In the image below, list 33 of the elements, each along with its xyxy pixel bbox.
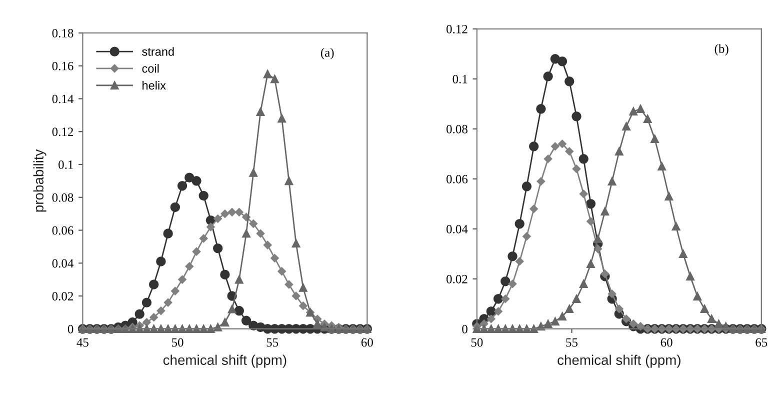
x-tick-label: 65 — [756, 338, 768, 347]
y-tick-label: 0.12 — [446, 24, 468, 34]
y-tick-label: 0.02 — [52, 292, 73, 300]
y-axis-title: probability — [33, 149, 46, 212]
y-tick-label: 0.16 — [52, 62, 74, 70]
y-tick-label: 0.08 — [52, 193, 74, 202]
y-tick-label: 0.12 — [52, 128, 73, 136]
y-tick-label: 0.06 — [446, 174, 468, 184]
x-tick-label: 55 — [266, 338, 278, 347]
x-tick-label: 60 — [361, 338, 373, 347]
y-tick-label: 0.1 — [452, 74, 468, 84]
x-tick-label: 50 — [172, 338, 184, 347]
annotation: (a) — [320, 48, 334, 60]
y-tick-label: 0.18 — [52, 28, 74, 38]
x-axis-title: chemical shift (ppm) — [558, 354, 680, 368]
x-tick-label: 60 — [660, 338, 672, 347]
legend-label: strand — [142, 47, 174, 56]
y-tick-label: 0.06 — [52, 226, 74, 235]
x-tick-label: 50 — [471, 338, 483, 347]
y-tick-label: 0.04 — [446, 224, 468, 234]
legend-label: coil — [142, 64, 159, 73]
y-tick-label: 0.04 — [52, 259, 74, 268]
y-tick-label: 0.08 — [446, 124, 468, 134]
legend-label: helix — [142, 80, 166, 90]
x-tick-label: 55 — [566, 338, 578, 347]
annotation: (b) — [714, 44, 728, 56]
y-tick-label: 0 — [68, 324, 74, 334]
x-axis-title: chemical shift (ppm) — [163, 354, 286, 368]
x-tick-label: 45 — [76, 338, 88, 347]
y-tick-label: 0.14 — [52, 94, 74, 104]
y-tick-label: 0.02 — [446, 274, 468, 284]
y-tick-label: 0 — [462, 324, 468, 334]
y-tick-label: 0.1 — [58, 160, 73, 169]
